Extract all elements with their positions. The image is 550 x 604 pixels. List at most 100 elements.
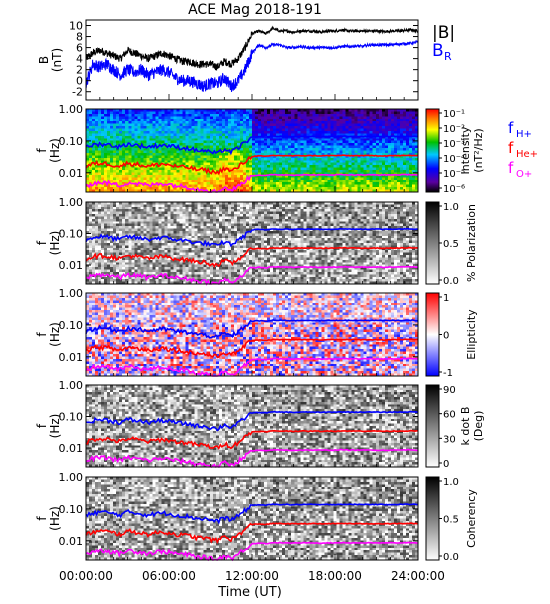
spectrogram-cell (146, 243, 149, 246)
spectrogram-cell (92, 175, 95, 178)
spectrogram-cell (183, 133, 186, 136)
spectrogram-cell (125, 257, 128, 260)
spectrogram-cell (243, 146, 246, 149)
spectrogram-cell (89, 267, 92, 270)
spectrogram-cell (364, 146, 367, 149)
spectrogram-cell (216, 136, 219, 139)
spectrogram-cell (122, 131, 125, 134)
spectrogram-cell (231, 138, 234, 141)
spectrogram-cell (152, 158, 155, 161)
spectrogram-cell (315, 160, 318, 163)
spectrogram-cell (177, 138, 180, 141)
spectrogram-cell (149, 226, 152, 229)
spectrogram-cell (379, 168, 382, 171)
spectrogram-cell (125, 224, 128, 227)
spectrogram-cell (406, 141, 409, 144)
spectrogram-cell (152, 207, 155, 210)
spectrogram-cell (270, 165, 273, 168)
spectrogram-cell (321, 146, 324, 149)
spectrogram-cell (116, 187, 119, 190)
spectrogram-cell (291, 121, 294, 124)
spectrogram-cell (131, 214, 134, 217)
spectrogram-cell (131, 248, 134, 251)
spectrogram-cell (231, 124, 234, 127)
spectrogram-cell (352, 121, 355, 124)
spectrogram-cell (186, 267, 189, 270)
spectrogram-cell (186, 245, 189, 248)
spectrogram-cell (89, 279, 92, 282)
spectrogram-cell (364, 121, 367, 124)
spectrogram-cell (98, 209, 101, 212)
spectrogram-cell (412, 116, 415, 119)
spectrogram-cell (128, 209, 131, 212)
spectrogram-cell (189, 212, 192, 215)
spectrogram-cell (171, 155, 174, 158)
spectrogram-cell (412, 131, 415, 134)
spectrogram-cell (294, 180, 297, 183)
spectrogram-cell (98, 158, 101, 161)
spectrogram-cell (125, 177, 128, 180)
spectrogram-cell (207, 126, 210, 129)
spectrogram-cell (373, 151, 376, 154)
spectrogram-cell (134, 151, 137, 154)
spectrogram-cell (243, 165, 246, 168)
spectrogram-cell (370, 119, 373, 122)
spectrogram-cell (370, 182, 373, 185)
spectrogram-cell (228, 155, 231, 158)
spectrogram-cell (107, 158, 110, 161)
spectrogram-cell (201, 141, 204, 144)
spectrogram-cell (376, 141, 379, 144)
spectrogram-cell (174, 250, 177, 253)
spectrogram-cell (110, 158, 113, 161)
spectrogram-cell (231, 158, 234, 161)
spectrogram-cell (273, 119, 276, 122)
spectrogram-cell (388, 151, 391, 154)
spectrogram-cell (240, 155, 243, 158)
spectrogram-cell (312, 165, 315, 168)
spectrogram-cell (195, 163, 198, 166)
spectrogram-cell (86, 253, 89, 256)
spectrogram-cell (297, 170, 300, 173)
spectrogram-cell (164, 238, 167, 241)
spectrogram-cell (379, 126, 382, 129)
spectrogram-cell (104, 124, 107, 127)
spectrogram-cell (137, 260, 140, 263)
spectrogram-cell (119, 158, 122, 161)
spectrogram-cell (222, 163, 225, 166)
spectrogram-cell (291, 124, 294, 127)
spectrogram-cell (155, 216, 158, 219)
spectrogram-cell (294, 168, 297, 171)
spectrogram-cell (273, 165, 276, 168)
spectrogram-cell (180, 221, 183, 224)
spectrogram-cell (400, 180, 403, 183)
spectrogram-cell (152, 260, 155, 263)
spectrogram-cell (174, 126, 177, 129)
spectrogram-cell (273, 163, 276, 166)
spectrogram-cell (382, 170, 385, 173)
spectrogram-cell (300, 138, 303, 141)
spectrogram-cell (333, 129, 336, 132)
spectrogram-cell (364, 151, 367, 154)
spectrogram-cell (143, 143, 146, 146)
spectrogram-cell (403, 114, 406, 117)
spectrogram-cell (294, 124, 297, 127)
spectrogram-cell (222, 143, 225, 146)
spectrogram-cell (119, 224, 122, 227)
spectrogram-cell (403, 111, 406, 114)
spectrogram-cell (113, 160, 116, 163)
spectrogram-cell (158, 148, 161, 151)
spectrogram-cell (337, 187, 340, 190)
spectrogram-cell (104, 204, 107, 207)
spectrogram-cell (101, 231, 104, 234)
spectrogram-cell (367, 146, 370, 149)
spectrogram-cell (333, 158, 336, 161)
spectrogram-cell (155, 204, 158, 207)
spectrogram-cell (306, 126, 309, 129)
spectrogram-cell (364, 185, 367, 188)
spectrogram-cell (400, 165, 403, 168)
spectrogram-cell (364, 163, 367, 166)
spectrogram-cell (291, 163, 294, 166)
spectrogram-cell (388, 114, 391, 117)
spectrogram-cell (122, 168, 125, 171)
spectrogram-cell (113, 138, 116, 141)
